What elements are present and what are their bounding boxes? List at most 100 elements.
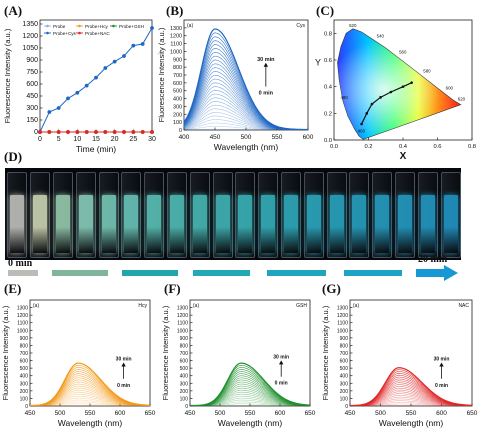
y-tick-label: 100: [180, 396, 189, 402]
x-tick-label: 0.6: [433, 144, 441, 150]
data-point-probe-nac: [103, 130, 108, 134]
y-tick-label: 1200: [177, 313, 188, 319]
y-tick-label: 0.4: [324, 85, 333, 91]
panel-tag-left: (a): [33, 303, 39, 309]
x-tick-label: 450: [185, 410, 196, 417]
time-arrow-head: [444, 265, 458, 281]
legend-marker: [46, 31, 49, 35]
y-tick-label: 1100: [17, 321, 28, 327]
plot-frame: [189, 299, 311, 407]
data-point-probe-cys: [75, 90, 80, 95]
chart-b-cys-spectra: 400 450 500 550 6000100200300400500600700800…: [157, 19, 314, 152]
y-tick-label: 500: [20, 366, 29, 372]
arrow-label-bottom: 0 min: [435, 383, 448, 389]
y-tick-label: 0.8: [324, 31, 332, 37]
spectrum-curve: [349, 371, 473, 406]
y-tick-label: 1350: [22, 21, 38, 28]
panel-letter-f: (F): [164, 281, 181, 296]
cuvette: [303, 172, 324, 258]
y-tick-label: 900: [340, 336, 349, 342]
y-tick-label: 600: [340, 359, 349, 365]
chart-c-cie-diagram: 520 540 560 580 600 620 480 460 0.0 0.2 0.4 0.6 0.8 0…: [315, 19, 476, 162]
spectrum-curve: [29, 362, 151, 407]
y-tick-label: 1100: [170, 42, 182, 48]
data-point-probe-nac: [38, 130, 42, 134]
y-tick-label: 1300: [17, 306, 28, 312]
x-tick-label: 600: [436, 410, 447, 417]
panel-letter-g: (G): [322, 281, 341, 296]
y-axis-label: Fluorescence Intensity (a.u.): [161, 305, 170, 400]
y-tick-label: 1000: [17, 328, 28, 334]
x-tick-label: 550: [245, 410, 256, 417]
spectrum-curve: [349, 400, 473, 406]
cuvette-solution: [306, 195, 321, 253]
y-tick-label: 500: [173, 89, 182, 95]
time-arrow-head: [439, 362, 444, 367]
y-tick-label: 100: [340, 396, 349, 402]
time-segment-bar: [267, 270, 326, 276]
cuvette-solution: [147, 195, 162, 253]
data-point-probe-cys: [112, 59, 117, 64]
y-tick-label: 100: [20, 396, 29, 402]
trajectory-point: [401, 85, 405, 88]
cuvette-photo: [5, 168, 461, 260]
y-tick-label: 700: [173, 73, 182, 79]
time-segment-bar: [193, 270, 250, 276]
cuvette-solution: [420, 195, 435, 253]
data-point-probe-cys: [103, 66, 108, 70]
y-tick-label: 800: [20, 343, 29, 349]
y-tick-label: 200: [20, 389, 29, 395]
data-point-probe-cys: [94, 75, 98, 80]
data-point-probe-nac: [66, 130, 70, 134]
arrow-label-bottom: 0 min: [259, 91, 274, 97]
y-tick-label: 1300: [337, 306, 348, 312]
cuvette: [7, 172, 28, 258]
arrow-label-bottom: 0 min: [117, 383, 130, 389]
x-tick-label: 0.4: [399, 144, 408, 150]
x-tick-label: 500: [241, 134, 252, 141]
panel-letter-d: (D): [4, 149, 23, 164]
y-tick-label: 600: [173, 81, 182, 87]
x-tick-label: 450: [25, 410, 36, 417]
y-tick-label: 1100: [177, 321, 188, 327]
time-segment-bar: [344, 270, 402, 276]
panel-tag-left: (a): [353, 303, 359, 309]
y-tick-label: 1300: [177, 306, 188, 312]
trajectory-point: [379, 96, 382, 99]
spectrum-curve: [29, 403, 151, 406]
x-tick-label: 30: [148, 136, 156, 143]
cuvette: [167, 172, 187, 258]
wavelength-label: 620: [458, 96, 466, 101]
cuvette: [395, 172, 415, 258]
cuvette-solution: [56, 195, 70, 253]
cuvette: [121, 172, 142, 258]
y-tick-label: 1200: [17, 313, 28, 319]
spectrum-curve: [183, 28, 309, 131]
y-tick-label: 1200: [22, 33, 38, 40]
y-tick-label: 0: [34, 129, 38, 136]
legend-marker: [112, 24, 115, 28]
cuvette: [372, 172, 393, 258]
panel-letter-a: (A): [4, 3, 23, 18]
x-tick-label: 550: [85, 410, 96, 417]
legend-label: Probe+Hcy: [85, 24, 109, 29]
cuvette-solution: [352, 195, 367, 253]
x-tick-label: 500: [215, 410, 226, 417]
analyte-tag: NAC: [458, 303, 469, 309]
y-tick-label: 150: [26, 117, 38, 124]
spectrum-curve: [349, 380, 473, 406]
spectrum-curve: [29, 397, 151, 406]
panel-letter-e: (E): [4, 281, 22, 296]
y-tick-label: 1200: [337, 313, 348, 319]
y-tick-label: 1000: [170, 49, 182, 55]
time-arrow-head: [279, 360, 284, 365]
x-tick-label: 500: [55, 410, 66, 417]
y-tick-label: 700: [180, 351, 189, 357]
data-point-probe-nac: [84, 130, 89, 134]
x-tick-label: 0.0: [330, 144, 338, 150]
cuvette-solution: [10, 195, 25, 253]
x-tick-label: 550: [272, 134, 283, 141]
data-point-probe-nac: [75, 130, 80, 134]
spectrum-curve: [29, 399, 151, 406]
wavelength-label: 480: [340, 95, 348, 100]
